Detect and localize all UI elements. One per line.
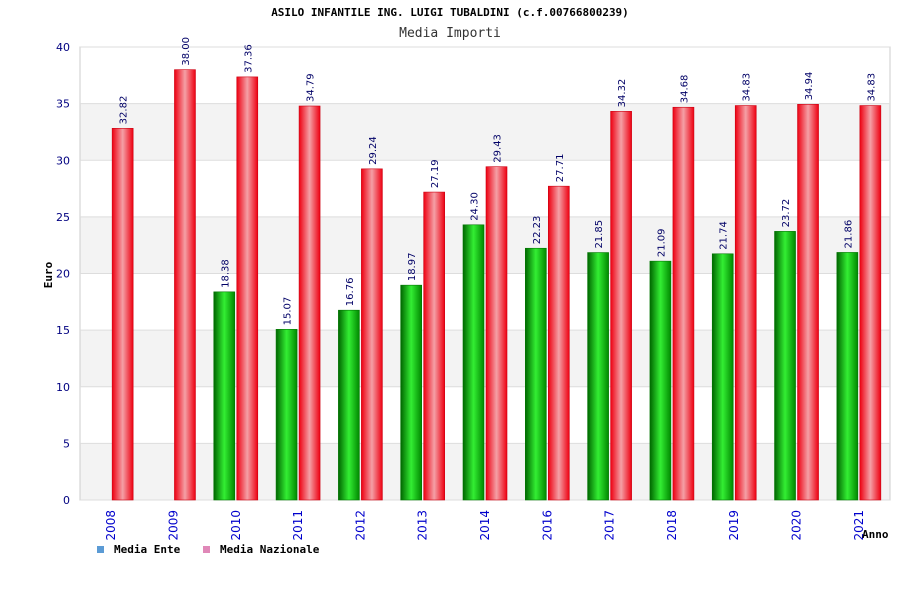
y-tick-label: 15: [56, 324, 70, 337]
y-axis: 0 5 10 15 20 25 30 35 40: [56, 41, 70, 507]
plot-band: [80, 386, 890, 444]
x-axis-label: Anno: [862, 528, 889, 541]
plot-band: [80, 443, 890, 500]
legend-label-media-ente[interactable]: Media Ente: [114, 543, 181, 556]
bar-nazionale-2021[interactable]: [859, 105, 882, 501]
y-tick-label: 30: [56, 154, 70, 167]
plot-band: [80, 160, 890, 217]
bar-nazionale-2009[interactable]: [174, 69, 196, 501]
data-label-nazionale-2019: 34.83: [742, 73, 753, 102]
x-axis: 2008 2009 2010 2011 2012 2013 2014 2016 2017 2018…: [104, 510, 866, 541]
data-label-ente-2020: 23.72: [781, 199, 792, 228]
bar-nazionale-2019[interactable]: [734, 105, 757, 501]
x-tick-label-2016: 2016: [540, 510, 554, 541]
bar-ente-2011[interactable]: [275, 329, 298, 501]
bar-nazionale-2017[interactable]: [610, 111, 632, 501]
data-label-ente-2018: 21.09: [656, 229, 667, 258]
bar-nazionale-2012[interactable]: [361, 168, 383, 501]
y-tick-label: 10: [56, 381, 70, 394]
y-axis-label: Euro: [42, 261, 55, 288]
data-label-ente-2021: 21.86: [843, 220, 854, 249]
data-label-nazionale-2013: 27.19: [430, 159, 441, 188]
x-tick-label-2012: 2012: [353, 510, 367, 541]
bar-nazionale-2016[interactable]: [548, 185, 570, 501]
data-label-nazionale-2009: 38.00: [181, 37, 192, 66]
data-labels-group: 32.82 38.00 18.38 37.36 15.07 34.79 16.76 29.24…: [119, 37, 878, 325]
data-label-nazionale-2010: 37.36: [243, 44, 254, 73]
bar-nazionale-2013[interactable]: [423, 191, 445, 501]
plot-band: [80, 330, 890, 387]
data-label-ente-2013: 18.97: [407, 253, 418, 282]
y-tick-label: 20: [56, 268, 70, 281]
bar-nazionale-2010[interactable]: [236, 76, 259, 501]
data-label-ente-2012: 16.76: [345, 278, 356, 307]
x-tick-label-2009: 2009: [166, 510, 180, 541]
data-label-nazionale-2017: 34.32: [617, 79, 628, 108]
x-tick-label-2019: 2019: [727, 510, 741, 541]
x-tick-label-2014: 2014: [478, 510, 492, 541]
data-label-nazionale-2021: 34.83: [866, 73, 877, 102]
y-tick-label: 0: [63, 494, 70, 507]
bar-ente-2017[interactable]: [587, 252, 609, 501]
x-tick-label-2010: 2010: [229, 510, 243, 541]
data-label-ente-2014: 24.30: [470, 192, 481, 221]
legend-label-media-nazionale[interactable]: Media Nazionale: [220, 543, 320, 556]
x-tick-label-2013: 2013: [416, 510, 430, 541]
legend-swatch-media-nazionale: [203, 546, 210, 553]
plot-band: [80, 273, 890, 331]
bar-ente-2014[interactable]: [462, 224, 485, 501]
bar-ente-2016[interactable]: [525, 247, 547, 501]
y-tick-label: 40: [56, 41, 70, 54]
bar-ente-2020[interactable]: [774, 231, 796, 501]
data-label-nazionale-2020: 34.94: [804, 72, 815, 101]
bar-ente-2012[interactable]: [338, 309, 360, 501]
x-tick-label-2011: 2011: [291, 510, 305, 541]
y-tick-label: 35: [56, 98, 70, 111]
bars-group: [111, 69, 882, 501]
x-tick-label-2018: 2018: [665, 510, 679, 541]
data-label-nazionale-2018: 34.68: [679, 75, 690, 104]
data-label-nazionale-2014: 29.43: [493, 134, 504, 163]
data-label-ente-2019: 21.74: [719, 221, 730, 250]
bar-nazionale-2020[interactable]: [797, 104, 819, 501]
data-label-ente-2011: 15.07: [283, 297, 294, 326]
data-label-nazionale-2008: 32.82: [119, 96, 130, 125]
data-label-ente-2017: 21.85: [594, 220, 605, 249]
x-tick-label-2008: 2008: [104, 510, 118, 541]
bar-nazionale-2008[interactable]: [111, 128, 134, 501]
data-label-ente-2010: 18.38: [220, 259, 231, 288]
bar-ente-2019[interactable]: [711, 253, 734, 501]
plot-band: [80, 47, 890, 104]
bar-ente-2013[interactable]: [400, 284, 422, 501]
legend: Media Ente Media Nazionale: [97, 543, 320, 556]
bar-nazionale-2014[interactable]: [485, 166, 508, 501]
chart-subtitle: Media Importi: [399, 26, 501, 41]
data-label-nazionale-2011: 34.79: [306, 73, 317, 102]
y-tick-label: 25: [56, 211, 70, 224]
data-label-nazionale-2012: 29.24: [368, 136, 379, 165]
plot-band: [80, 103, 890, 161]
x-tick-label-2020: 2020: [790, 510, 804, 541]
bar-nazionale-2018[interactable]: [672, 106, 695, 501]
x-tick-label-2021: 2021: [852, 510, 866, 541]
legend-swatch-media-ente: [97, 546, 104, 553]
data-label-nazionale-2016: 27.71: [555, 154, 566, 183]
bar-nazionale-2011[interactable]: [298, 105, 321, 501]
bar-ente-2021[interactable]: [836, 252, 859, 501]
bar-ente-2010[interactable]: [213, 291, 236, 501]
bar-ente-2018[interactable]: [649, 260, 672, 501]
x-tick-label-2017: 2017: [603, 510, 617, 541]
y-tick-label: 5: [63, 437, 70, 450]
data-label-ente-2016: 22.23: [532, 216, 543, 245]
chart-title: ASILO INFANTILE ING. LUIGI TUBALDINI (c.…: [271, 6, 629, 19]
plot-band: [80, 216, 890, 274]
